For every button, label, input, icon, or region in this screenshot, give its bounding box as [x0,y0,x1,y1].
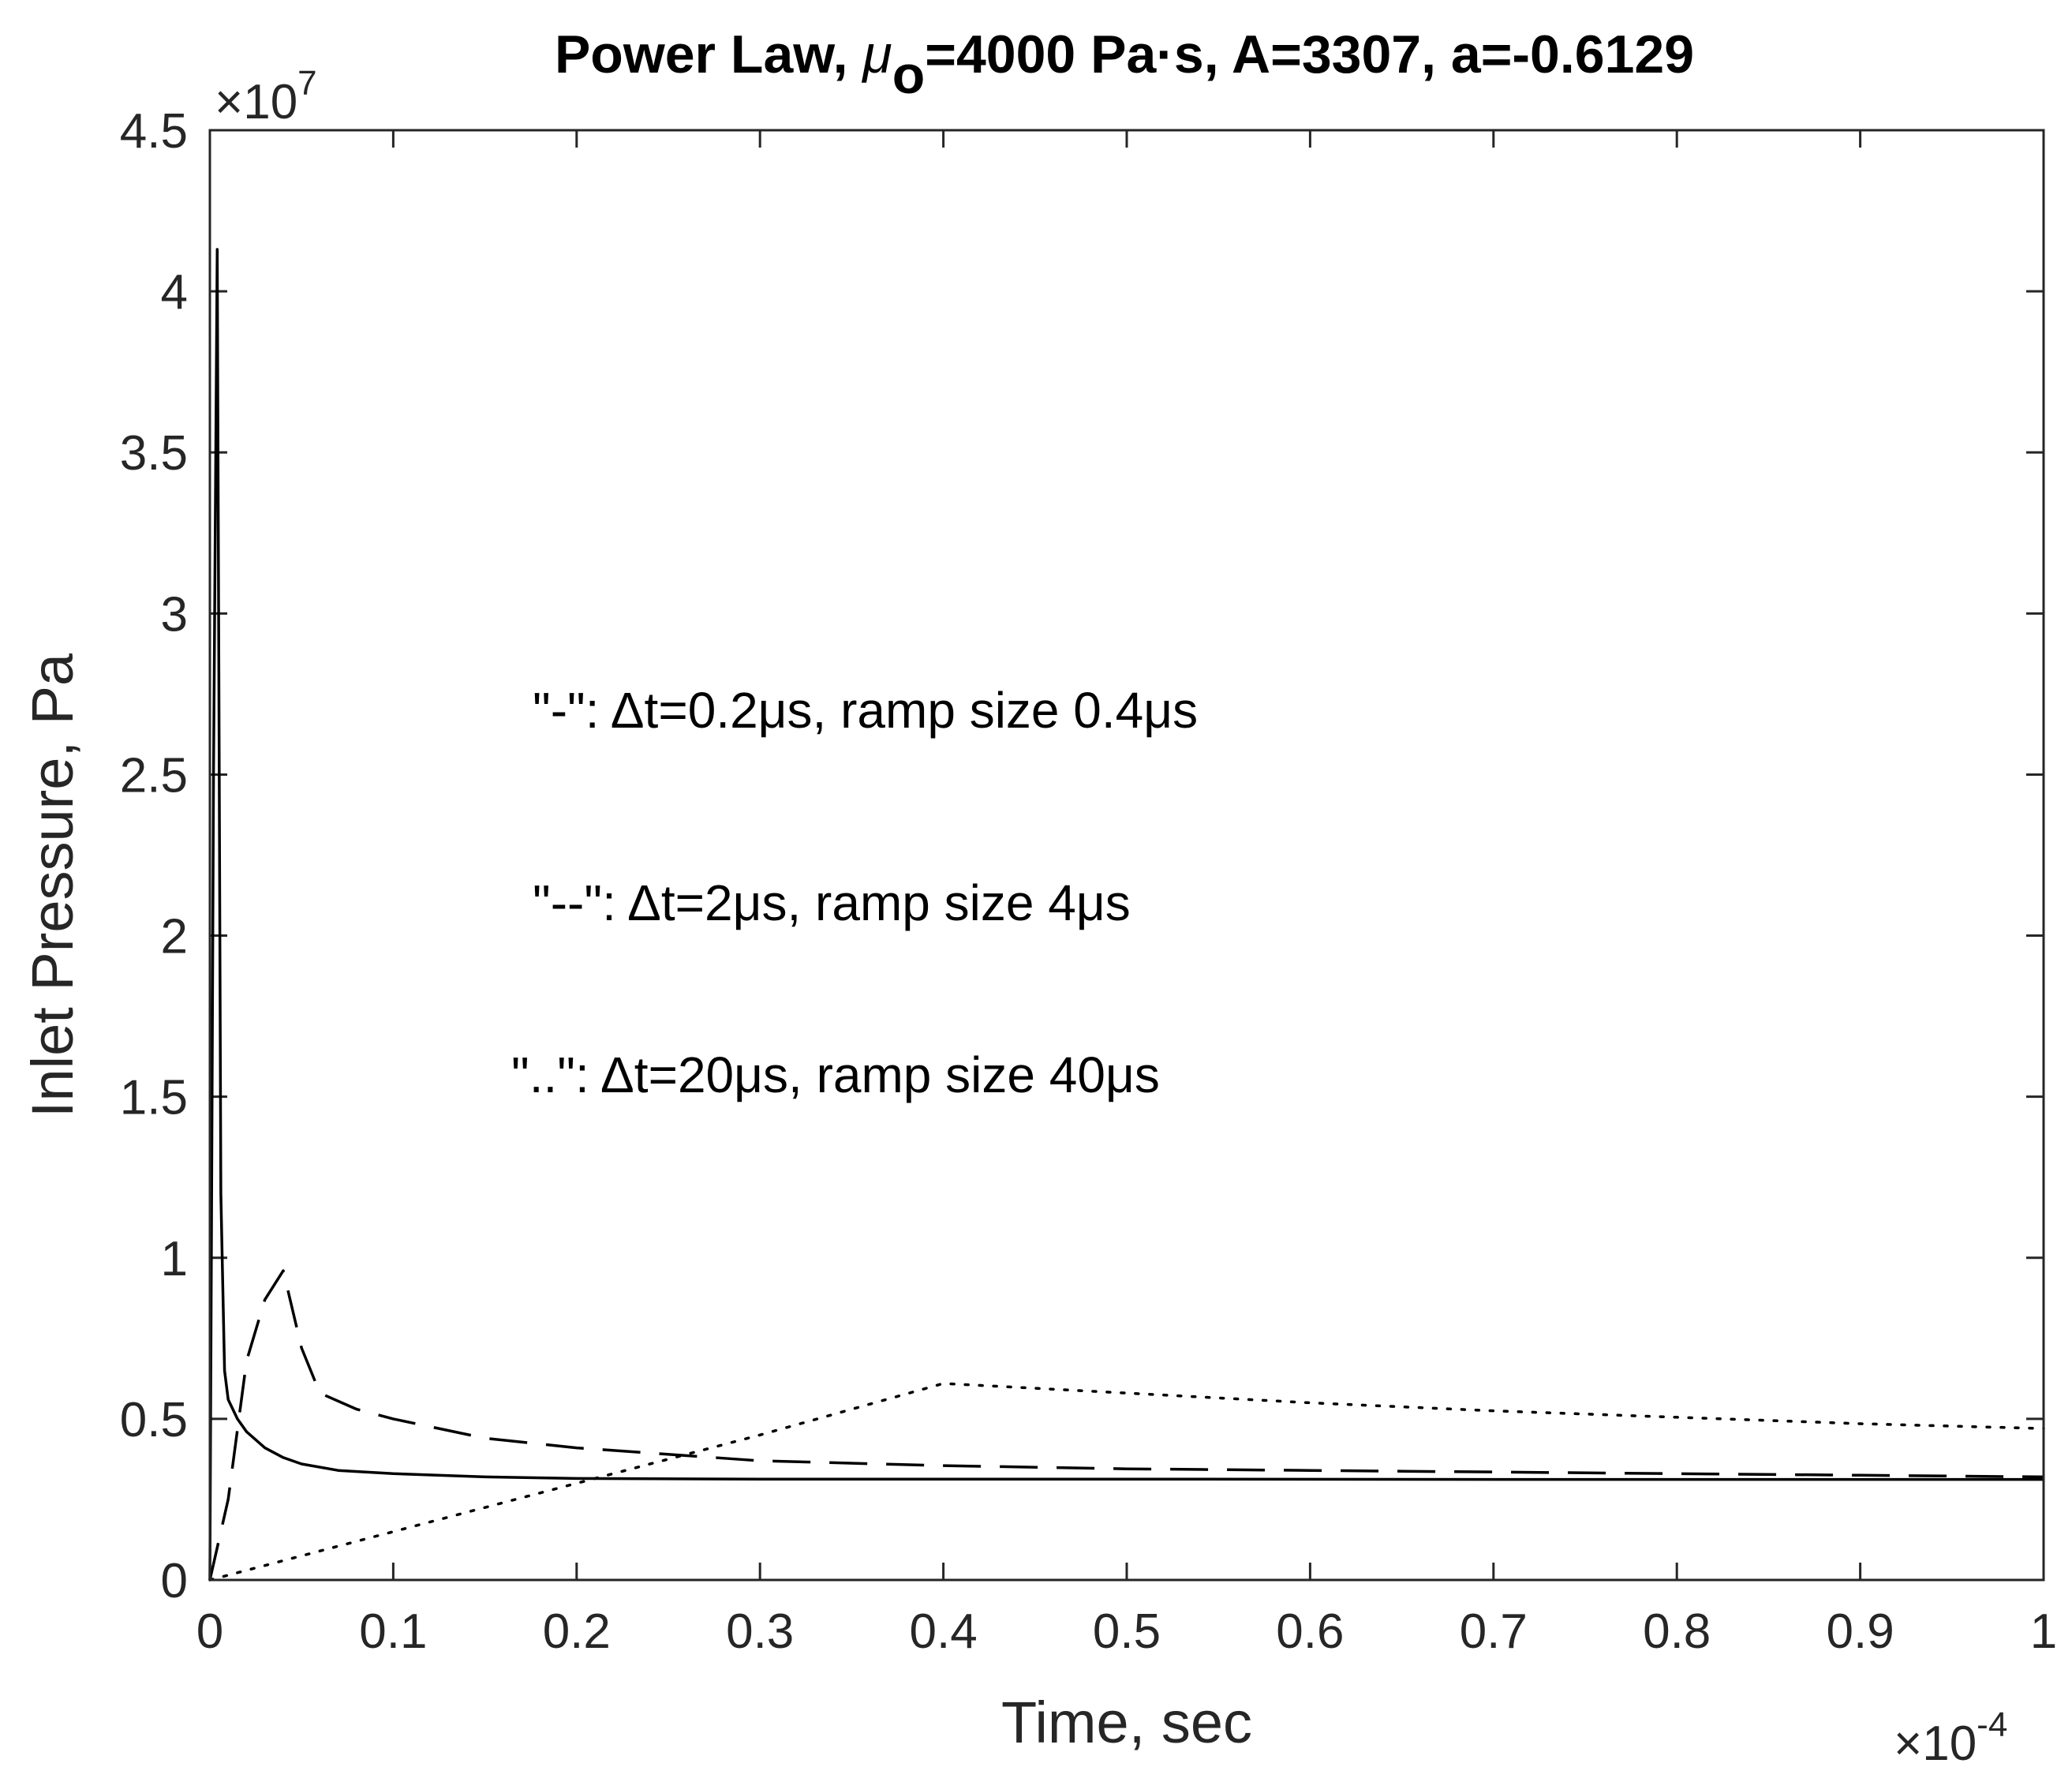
y-tick-label: 0 [161,1554,188,1608]
y-tick-label: 2 [161,910,188,964]
x-tick-label: 0 [196,1604,223,1659]
series-line-dashed [208,1269,2044,1581]
x-tick-label: 0.4 [909,1604,977,1659]
x-tick-label: 0.9 [1826,1604,1894,1659]
series-line-solid [208,248,2044,1581]
y-tick-label: 0.5 [120,1393,188,1447]
y-exponent-label: ×107 [215,64,317,129]
y-tick-label: 3 [161,587,188,642]
annotation-dotted: "..": Δt=20μs, ramp size 40μs [511,1046,1160,1103]
y-tick-label: 3.5 [120,426,188,481]
series-group [208,248,2045,1582]
annotation-dashed: "--": Δt=2μs, ramp size 4μs [533,874,1131,931]
y-tick-label: 4.5 [120,104,188,159]
y-axis-label: Inlet Pressure, Pa [20,653,85,1117]
x-axis-label: Time, sec [1001,1690,1252,1755]
annotation-solid: "-": Δt=0.2μs, ramp size 0.4μs [533,682,1198,739]
x-tick-label: 0.6 [1276,1604,1344,1659]
x-tick-label: 0.7 [1460,1604,1528,1659]
chart-title: Power Law, μo=4000 Pa·s, A=3307, a=-0.61… [555,24,1694,105]
x-exponent-label: ×10-4 [1894,1705,2007,1771]
x-tick-label: 0.1 [359,1604,427,1659]
x-tick-label: 0.3 [726,1604,794,1659]
series-line-dotted [208,1382,2045,1582]
plot-area-frame [208,129,2045,1582]
x-tick-label: 1 [2030,1604,2057,1659]
y-tick-label: 2.5 [120,748,188,803]
y-tick-label: 1 [161,1232,188,1286]
y-tick-label: 1.5 [120,1071,188,1125]
x-tick-label: 0.5 [1093,1604,1161,1659]
x-tick-label: 0.2 [543,1604,611,1659]
y-tick-label: 4 [161,265,188,320]
x-tick-label: 0.8 [1643,1604,1711,1659]
axis-ticks: 0 0.1 0.2 0.3 0.4 0.5 0.6 0.7 0.8 0.9 1 0 0.5 1 1.5 2 2.… [120,104,2057,1659]
